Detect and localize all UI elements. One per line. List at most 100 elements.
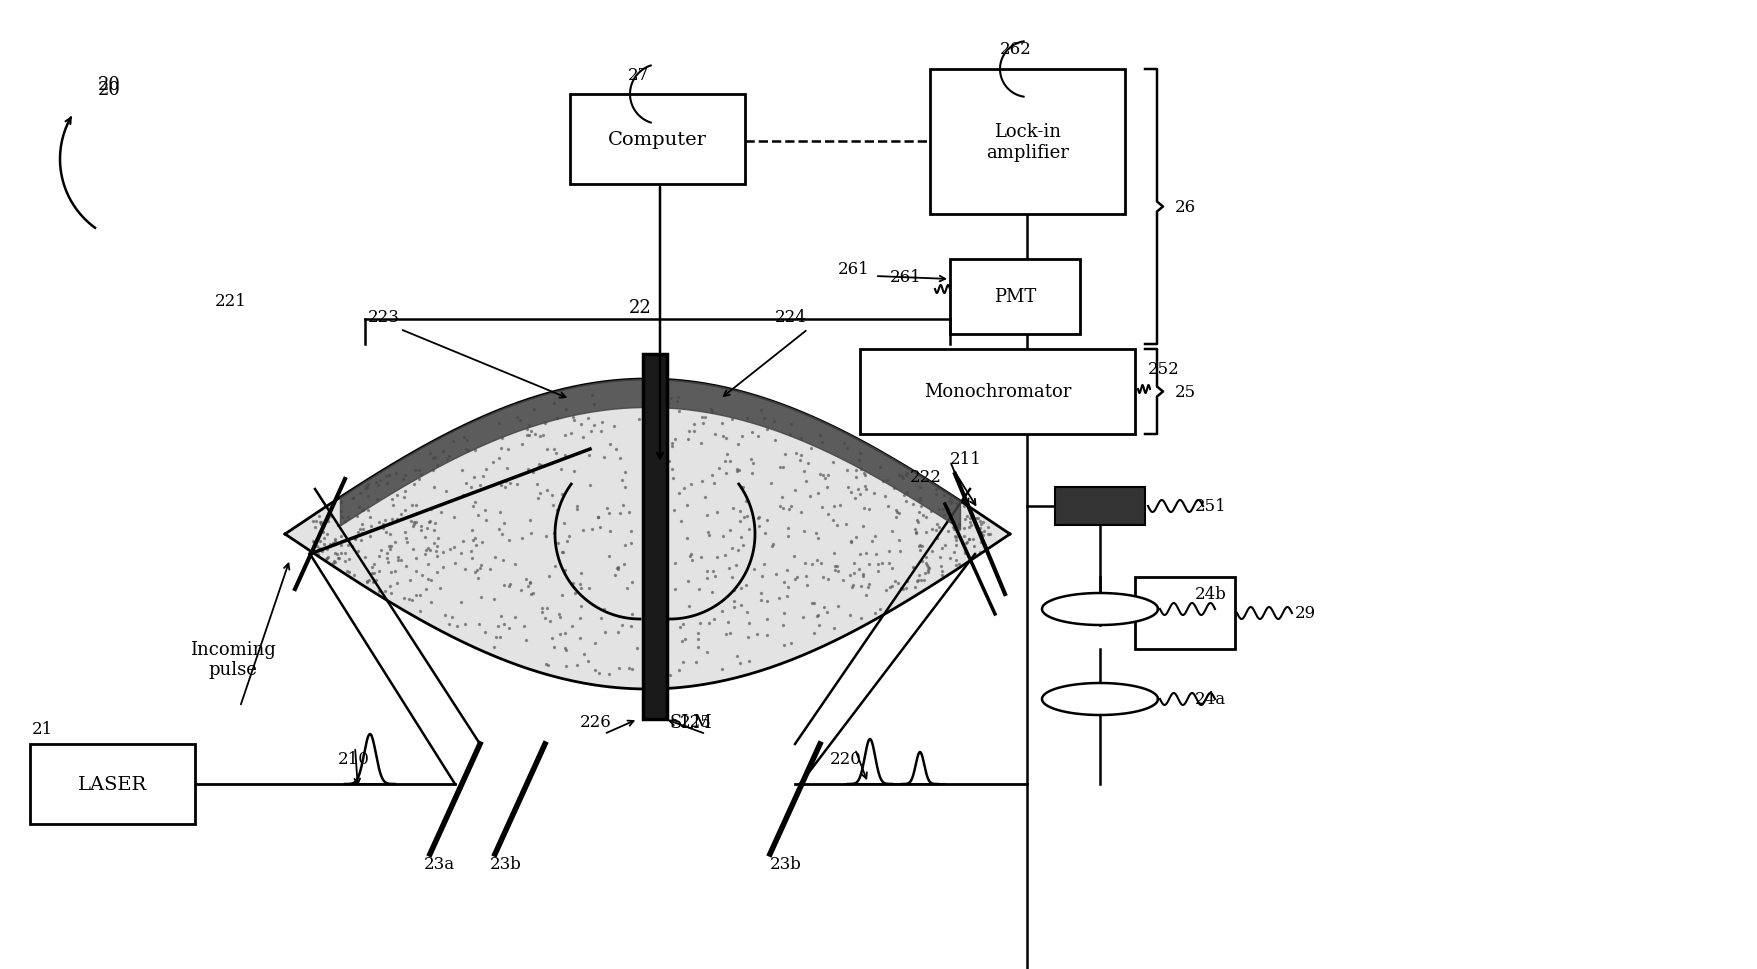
- Point: [560, 413, 589, 428]
- Point: [752, 627, 780, 642]
- Point: [905, 568, 933, 583]
- Point: [353, 481, 381, 496]
- Point: [418, 451, 446, 466]
- Point: [756, 476, 784, 491]
- Point: [729, 510, 757, 525]
- Point: [320, 555, 348, 571]
- Point: [761, 414, 789, 429]
- Point: [798, 557, 826, 573]
- Point: [541, 559, 569, 575]
- Point: [866, 602, 894, 617]
- Point: [568, 430, 596, 446]
- Point: [935, 502, 963, 517]
- Point: [446, 546, 474, 561]
- Point: [701, 568, 729, 583]
- Point: [901, 526, 929, 542]
- Point: [694, 615, 722, 631]
- Point: [813, 507, 842, 522]
- Point: [770, 606, 798, 621]
- Point: [810, 471, 838, 486]
- Point: [327, 529, 355, 545]
- Point: [413, 541, 441, 556]
- Point: [515, 514, 543, 529]
- Text: PMT: PMT: [993, 288, 1035, 306]
- Point: [390, 489, 418, 505]
- Point: [882, 503, 910, 518]
- Point: [638, 612, 666, 628]
- Point: [747, 592, 775, 608]
- Point: [719, 594, 747, 610]
- Point: [313, 526, 341, 542]
- Point: [580, 635, 608, 650]
- Text: 20: 20: [98, 76, 121, 94]
- Point: [963, 511, 991, 526]
- Point: [734, 521, 763, 537]
- Point: [692, 571, 720, 586]
- Point: [339, 568, 367, 583]
- Point: [543, 446, 571, 461]
- Bar: [643, 355, 666, 719]
- Point: [304, 541, 332, 556]
- Point: [341, 530, 369, 546]
- Point: [320, 536, 348, 551]
- Point: [480, 550, 508, 566]
- Point: [460, 531, 488, 547]
- Point: [942, 532, 970, 547]
- Point: [369, 516, 397, 532]
- Point: [743, 429, 771, 445]
- Point: [378, 492, 406, 508]
- Point: [750, 411, 778, 426]
- Point: [360, 566, 388, 581]
- Point: [522, 477, 550, 492]
- Point: [887, 581, 915, 597]
- Point: [726, 481, 754, 496]
- Point: [954, 532, 982, 547]
- Point: [350, 549, 378, 565]
- Point: [720, 558, 748, 574]
- Point: [799, 596, 828, 611]
- Point: [806, 434, 835, 450]
- Point: [682, 655, 710, 671]
- Point: [580, 397, 608, 413]
- Text: 27: 27: [627, 67, 648, 83]
- Point: [546, 627, 575, 642]
- Point: [638, 602, 666, 617]
- Point: [534, 568, 562, 583]
- Point: [380, 534, 408, 549]
- Point: [951, 512, 979, 527]
- Point: [645, 539, 673, 554]
- Point: [429, 545, 457, 560]
- Point: [722, 463, 750, 479]
- Point: [460, 443, 488, 458]
- Point: [951, 547, 979, 562]
- Point: [849, 519, 877, 535]
- Point: [508, 531, 536, 547]
- Point: [719, 599, 747, 614]
- Point: [527, 601, 555, 616]
- Point: [371, 513, 399, 528]
- Point: [803, 609, 831, 624]
- Point: [313, 509, 341, 524]
- Point: [471, 462, 499, 478]
- Point: [306, 515, 334, 530]
- Point: [307, 515, 336, 530]
- Point: [299, 514, 327, 529]
- Point: [580, 418, 608, 433]
- Point: [701, 426, 729, 442]
- Point: [394, 591, 422, 607]
- Point: [501, 610, 529, 625]
- Point: [842, 470, 870, 485]
- Point: [912, 555, 940, 571]
- Point: [884, 468, 912, 484]
- Point: [641, 420, 669, 435]
- Point: [387, 507, 415, 522]
- Point: [824, 598, 852, 613]
- Point: [908, 508, 936, 523]
- Point: [720, 582, 748, 598]
- Point: [448, 487, 476, 503]
- Text: 221: 221: [214, 294, 246, 310]
- Point: [376, 468, 404, 484]
- Point: [933, 505, 961, 520]
- Point: [436, 449, 464, 464]
- Point: [494, 620, 522, 636]
